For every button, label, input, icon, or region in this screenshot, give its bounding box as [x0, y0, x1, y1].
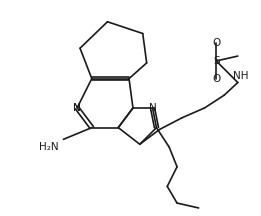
- Text: H₂N: H₂N: [39, 142, 58, 152]
- Text: N: N: [73, 103, 81, 113]
- Text: S: S: [213, 56, 220, 66]
- Text: N: N: [149, 103, 156, 113]
- Text: NH: NH: [233, 71, 248, 81]
- Text: O: O: [212, 74, 220, 84]
- Text: O: O: [212, 38, 220, 48]
- Text: N: N: [73, 103, 81, 113]
